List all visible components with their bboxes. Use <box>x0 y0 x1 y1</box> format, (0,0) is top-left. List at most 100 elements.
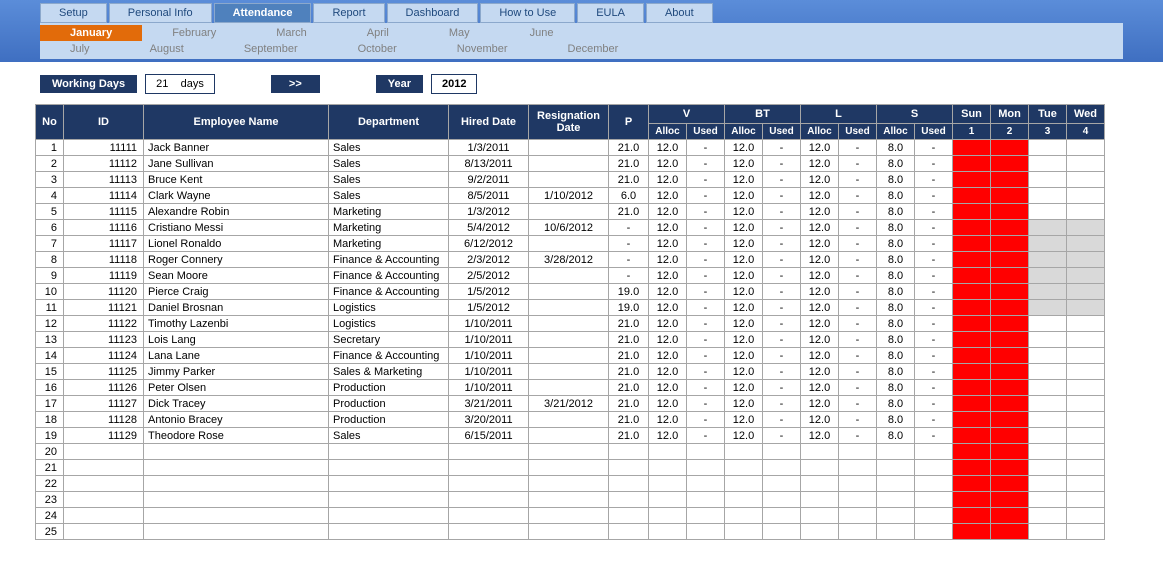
cell-v_a[interactable]: 12.0 <box>649 396 687 412</box>
cell-day[interactable] <box>1067 204 1105 220</box>
cell-s_a[interactable]: 8.0 <box>877 172 915 188</box>
cell-day[interactable] <box>991 460 1029 476</box>
cell-day[interactable] <box>1029 508 1067 524</box>
cell-bt_a[interactable]: 12.0 <box>725 300 763 316</box>
cell-bt_a[interactable]: 12.0 <box>725 284 763 300</box>
cell-s_u[interactable] <box>915 476 953 492</box>
cell-day[interactable] <box>1029 460 1067 476</box>
cell-v_u[interactable]: - <box>687 156 725 172</box>
cell-id[interactable]: 11123 <box>64 332 144 348</box>
cell-bt_u[interactable]: - <box>763 252 801 268</box>
cell-dept[interactable]: Finance & Accounting <box>329 268 449 284</box>
cell-id[interactable] <box>64 524 144 540</box>
cell-l_u[interactable]: - <box>839 316 877 332</box>
cell-p[interactable]: 21.0 <box>609 316 649 332</box>
month-april[interactable]: April <box>337 25 419 41</box>
cell-day[interactable] <box>1067 156 1105 172</box>
cell-p[interactable]: - <box>609 236 649 252</box>
cell-id[interactable]: 11125 <box>64 364 144 380</box>
cell-v_a[interactable]: 12.0 <box>649 252 687 268</box>
cell-id[interactable]: 11120 <box>64 284 144 300</box>
cell-bt_u[interactable]: - <box>763 172 801 188</box>
cell-day[interactable] <box>953 316 991 332</box>
cell-dept[interactable] <box>329 476 449 492</box>
cell-s_u[interactable]: - <box>915 236 953 252</box>
cell-bt_a[interactable]: 12.0 <box>725 252 763 268</box>
cell-resign[interactable] <box>529 508 609 524</box>
cell-l_u[interactable]: - <box>839 412 877 428</box>
cell-l_u[interactable]: - <box>839 396 877 412</box>
cell-bt_u[interactable] <box>763 492 801 508</box>
cell-l_u[interactable]: - <box>839 380 877 396</box>
cell-day[interactable] <box>1029 428 1067 444</box>
cell-p[interactable] <box>609 444 649 460</box>
cell-v_u[interactable]: - <box>687 380 725 396</box>
cell-l_u[interactable]: - <box>839 140 877 156</box>
cell-day[interactable] <box>1029 268 1067 284</box>
cell-s_u[interactable]: - <box>915 364 953 380</box>
cell-p[interactable]: 21.0 <box>609 428 649 444</box>
cell-hired[interactable] <box>449 508 529 524</box>
cell-v_u[interactable]: - <box>687 220 725 236</box>
cell-dept[interactable]: Production <box>329 396 449 412</box>
cell-name[interactable]: Timothy Lazenbi <box>144 316 329 332</box>
cell-l_u[interactable] <box>839 460 877 476</box>
cell-bt_a[interactable]: 12.0 <box>725 412 763 428</box>
cell-day[interactable] <box>1067 172 1105 188</box>
cell-name[interactable] <box>144 492 329 508</box>
cell-p[interactable]: - <box>609 252 649 268</box>
cell-bt_a[interactable] <box>725 444 763 460</box>
cell-bt_a[interactable]: 12.0 <box>725 332 763 348</box>
cell-l_u[interactable] <box>839 492 877 508</box>
cell-bt_u[interactable]: - <box>763 140 801 156</box>
cell-v_a[interactable]: 12.0 <box>649 348 687 364</box>
cell-day[interactable] <box>1067 524 1105 540</box>
cell-day[interactable] <box>953 492 991 508</box>
month-june[interactable]: June <box>500 25 584 41</box>
cell-dept[interactable] <box>329 524 449 540</box>
cell-day[interactable] <box>953 412 991 428</box>
cell-day[interactable] <box>991 140 1029 156</box>
cell-l_a[interactable]: 12.0 <box>801 364 839 380</box>
cell-l_u[interactable]: - <box>839 252 877 268</box>
cell-day[interactable] <box>991 300 1029 316</box>
cell-bt_a[interactable]: 12.0 <box>725 140 763 156</box>
cell-dept[interactable]: Sales <box>329 140 449 156</box>
cell-resign[interactable] <box>529 364 609 380</box>
cell-name[interactable]: Lois Lang <box>144 332 329 348</box>
cell-resign[interactable] <box>529 524 609 540</box>
cell-resign[interactable] <box>529 428 609 444</box>
cell-name[interactable]: Clark Wayne <box>144 188 329 204</box>
cell-dept[interactable]: Sales <box>329 188 449 204</box>
cell-day[interactable] <box>991 396 1029 412</box>
cell-id[interactable]: 11112 <box>64 156 144 172</box>
cell-day[interactable] <box>953 508 991 524</box>
cell-resign[interactable] <box>529 316 609 332</box>
cell-bt_u[interactable]: - <box>763 364 801 380</box>
cell-day[interactable] <box>1029 188 1067 204</box>
cell-bt_a[interactable] <box>725 508 763 524</box>
cell-day[interactable] <box>1067 332 1105 348</box>
cell-day[interactable] <box>953 460 991 476</box>
cell-day[interactable] <box>991 268 1029 284</box>
cell-bt_a[interactable]: 12.0 <box>725 396 763 412</box>
cell-day[interactable] <box>1029 492 1067 508</box>
cell-day[interactable] <box>1067 476 1105 492</box>
cell-day[interactable] <box>991 364 1029 380</box>
month-february[interactable]: February <box>142 25 246 41</box>
cell-hired[interactable]: 2/3/2012 <box>449 252 529 268</box>
cell-day[interactable] <box>953 252 991 268</box>
cell-p[interactable]: 21.0 <box>609 380 649 396</box>
cell-hired[interactable]: 3/20/2011 <box>449 412 529 428</box>
cell-v_u[interactable]: - <box>687 428 725 444</box>
cell-name[interactable]: Dick Tracey <box>144 396 329 412</box>
cell-v_a[interactable]: 12.0 <box>649 204 687 220</box>
cell-p[interactable] <box>609 492 649 508</box>
cell-p[interactable]: 19.0 <box>609 300 649 316</box>
cell-day[interactable] <box>953 268 991 284</box>
cell-day[interactable] <box>991 476 1029 492</box>
cell-l_u[interactable]: - <box>839 220 877 236</box>
cell-name[interactable]: Daniel Brosnan <box>144 300 329 316</box>
cell-dept[interactable]: Sales & Marketing <box>329 364 449 380</box>
cell-l_u[interactable]: - <box>839 236 877 252</box>
